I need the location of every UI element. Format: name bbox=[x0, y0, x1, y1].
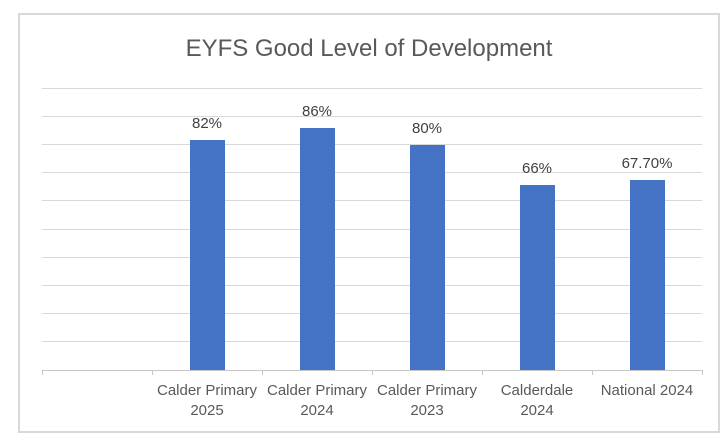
x-axis-tick bbox=[372, 370, 373, 375]
bar bbox=[189, 139, 225, 370]
gridline bbox=[42, 200, 702, 202]
bar bbox=[409, 145, 445, 370]
category-label: Calderdale 2024 bbox=[482, 381, 592, 421]
data-label: 66% bbox=[521, 159, 553, 177]
category-label-line: National 2024 bbox=[600, 382, 694, 399]
data-label: 67.70% bbox=[621, 154, 673, 172]
category-label: Calder Primary 2025 bbox=[152, 381, 262, 421]
gridline bbox=[42, 228, 702, 230]
gridline bbox=[42, 116, 702, 118]
x-axis-tick bbox=[702, 370, 703, 375]
chart-title: EYFS Good Level of Development bbox=[185, 35, 553, 62]
data-label: 82% bbox=[191, 114, 223, 132]
category-label: Calder Primary 2023 bbox=[372, 381, 482, 421]
bar bbox=[629, 179, 665, 370]
x-axis-tick bbox=[592, 370, 593, 375]
gridline bbox=[42, 144, 702, 146]
x-axis-tick bbox=[482, 370, 483, 375]
category-label-line: 2023 bbox=[410, 402, 444, 419]
gridline bbox=[42, 312, 702, 314]
gridline bbox=[42, 284, 702, 286]
category-label: National 2024 bbox=[592, 381, 702, 401]
category-label: Calder Primary 2024 bbox=[262, 381, 372, 421]
data-label: 80% bbox=[411, 120, 443, 138]
x-axis-tick bbox=[42, 370, 43, 375]
category-axis-labels: Calder Primary 2025 Calder Primary 2024 Cald… bbox=[42, 381, 702, 425]
category-label-line: Calder Primary bbox=[156, 382, 258, 399]
plot-area: 82% 86% 80% 66% 67.70% bbox=[42, 88, 703, 375]
category-label-line: 2024 bbox=[520, 402, 554, 419]
data-label: 86% bbox=[301, 103, 333, 121]
category-label-line: 2025 bbox=[190, 402, 224, 419]
gridline bbox=[42, 88, 702, 89]
x-axis-tick bbox=[152, 370, 153, 375]
category-label-line: Calderdale bbox=[500, 382, 574, 399]
chart-frame: EYFS Good Level of Development 82% 86% 80%… bbox=[18, 13, 720, 433]
gridline bbox=[42, 172, 702, 174]
category-label-line: 2024 bbox=[300, 402, 334, 419]
x-axis-tick bbox=[262, 370, 263, 375]
bar bbox=[519, 184, 555, 370]
gridline bbox=[42, 340, 702, 342]
bar bbox=[299, 128, 335, 370]
gridline bbox=[42, 256, 702, 258]
category-label-line: Calder Primary bbox=[376, 382, 478, 399]
category-label-line: Calder Primary bbox=[266, 382, 368, 399]
